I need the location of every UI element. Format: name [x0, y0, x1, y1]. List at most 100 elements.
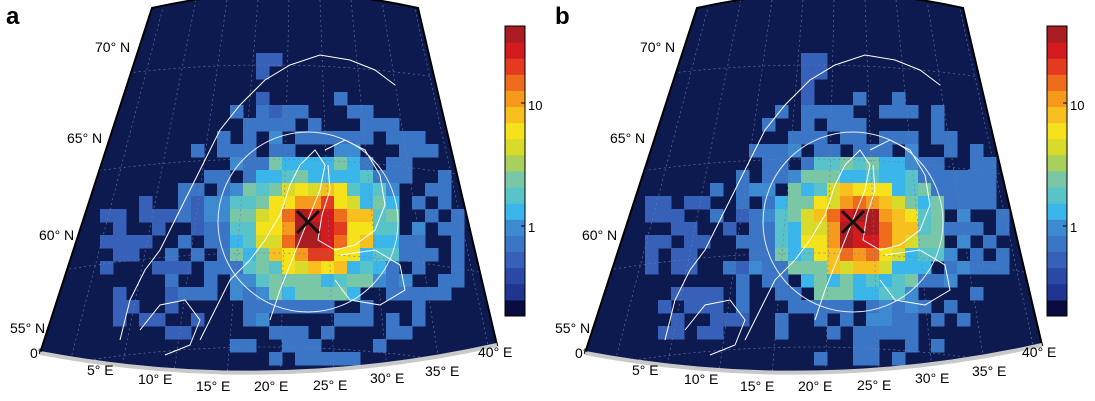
heatmap-cell — [256, 235, 270, 249]
lat-label-65: 65° N — [610, 130, 645, 146]
heatmap-cell — [243, 287, 257, 301]
heatmap-cell — [347, 235, 361, 249]
heatmap-cell — [334, 287, 348, 301]
heatmap-cell — [243, 248, 257, 262]
heatmap-cell — [191, 287, 205, 301]
heatmap-cell — [710, 313, 724, 327]
heatmap-cell — [100, 261, 114, 275]
heatmap-cell — [879, 235, 893, 249]
heatmap-cell — [334, 196, 348, 210]
heatmap-cell — [736, 287, 750, 301]
heatmap-cell — [840, 287, 854, 301]
heatmap-cell — [840, 300, 854, 314]
heatmap-cell — [438, 170, 452, 184]
heatmap-cell — [879, 170, 893, 184]
heatmap-cell — [178, 261, 192, 275]
heatmap-cell — [853, 326, 867, 340]
heatmap-cell — [801, 235, 815, 249]
lat-label-60: 60° N — [582, 227, 617, 243]
lon-label-35: 35° E — [972, 363, 1006, 379]
heatmap-cell — [256, 66, 270, 80]
lon-labels: 0° 5° E 10° E 15° E 20° E 25° E 30° E 35… — [575, 344, 1056, 394]
heatmap-cell — [217, 235, 231, 249]
heatmap-cell — [749, 144, 763, 158]
heatmap-cell — [334, 222, 348, 236]
heatmap-cell — [827, 170, 841, 184]
lon-label-25: 25° E — [857, 377, 891, 393]
heatmap-cell — [230, 287, 244, 301]
heatmap-cell — [321, 170, 335, 184]
heatmap-cell — [892, 274, 906, 288]
heatmap-cell — [788, 287, 802, 301]
heatmap-cell — [360, 131, 374, 145]
heatmap-cell — [892, 157, 906, 171]
heatmap-cell — [269, 248, 283, 262]
heatmap-cell — [814, 105, 828, 119]
heatmap-cell — [230, 196, 244, 210]
colorbar-swatch — [505, 90, 525, 108]
heatmap-cell — [438, 183, 452, 197]
heatmap-cell — [814, 66, 828, 80]
colorbar-swatch — [1047, 74, 1067, 91]
colorbar-swatch — [1047, 58, 1067, 75]
heatmap-cell — [269, 170, 283, 184]
heatmap-cell — [801, 131, 815, 145]
heatmap-cell — [814, 209, 828, 223]
heatmap-cell — [775, 209, 789, 223]
heatmap-cell — [269, 274, 283, 288]
heatmap-cell — [373, 339, 387, 353]
heatmap-cell — [957, 170, 971, 184]
heatmap-cell — [710, 183, 724, 197]
heatmap-cell — [360, 105, 374, 119]
heatmap-cell — [983, 235, 997, 249]
heatmap-cell — [892, 209, 906, 223]
grid-meridian — [895, 0, 936, 373]
heatmap-cell — [386, 287, 400, 301]
heatmap-cell — [243, 274, 257, 288]
heatmap-cell — [217, 222, 231, 236]
heatmap-cell — [256, 118, 270, 132]
heatmap-cell — [399, 131, 413, 145]
heatmap-cell — [243, 196, 257, 210]
heatmap-cell — [879, 274, 893, 288]
heatmap-cell — [412, 248, 426, 262]
colorbar-swatch — [505, 267, 525, 285]
heatmap-cell — [191, 196, 205, 210]
heatmap-cell — [905, 131, 919, 145]
colorbar-swatch — [1047, 138, 1067, 156]
heatmap-cell — [334, 209, 348, 223]
heatmap-cell — [451, 261, 465, 275]
heatmap-cell — [347, 157, 361, 171]
heatmap-cell — [671, 222, 685, 236]
heatmap-cell — [892, 131, 906, 145]
heatmap-cell — [684, 300, 698, 314]
heatmap-cell — [308, 300, 322, 314]
heatmap-cell — [360, 209, 374, 223]
heatmap-cell — [905, 222, 919, 236]
heatmap-cell — [918, 209, 932, 223]
heatmap-cell — [269, 235, 283, 249]
heatmap-cell — [658, 300, 672, 314]
lon-label-30: 30° E — [915, 370, 949, 386]
coastline-finland — [317, 139, 386, 251]
heatmap-cell — [801, 66, 815, 80]
heatmap-cell — [386, 235, 400, 249]
heatmap-cell — [762, 274, 776, 288]
heatmap-cell — [905, 287, 919, 301]
heatmap-cell — [996, 209, 1010, 223]
grid-meridian — [604, 0, 711, 373]
heatmap-cell — [282, 248, 296, 262]
heatmap-cell — [775, 274, 789, 288]
heatmap-cell — [905, 339, 919, 353]
heatmap-cell — [749, 222, 763, 236]
heatmap-cell — [282, 287, 296, 301]
heatmap-cell — [775, 157, 789, 171]
lat-label-65: 65° N — [67, 130, 102, 146]
heatmap-cell — [269, 105, 283, 119]
heatmap-cell — [256, 222, 270, 236]
colorbar-swatch — [505, 299, 525, 317]
heatmap-cell — [879, 196, 893, 210]
grid-meridian — [114, 0, 197, 373]
heatmap-cell — [113, 248, 127, 262]
heatmap-cell — [399, 144, 413, 158]
